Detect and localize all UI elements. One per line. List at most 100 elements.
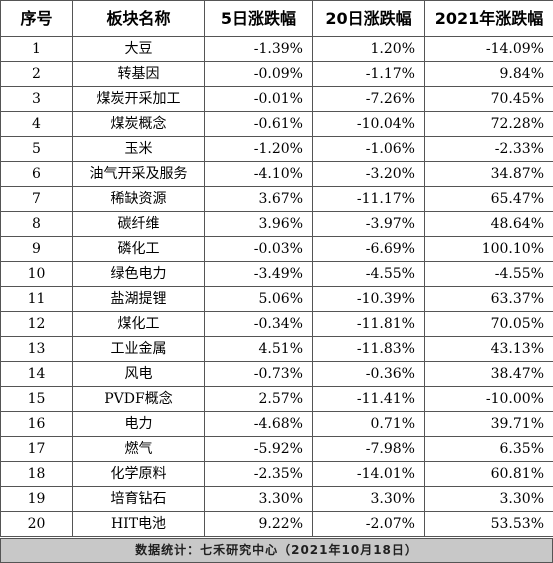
change-20day-cell: -1.17% (312, 61, 425, 87)
table-row: 5 玉米 -1.20% -1.06% -2.33% (0, 136, 553, 162)
change-20day-cell: -3.20% (312, 161, 425, 187)
change-20day-cell: -10.04% (312, 111, 425, 137)
index-cell: 1 (0, 36, 73, 62)
table-row: 8 碳纤维 3.96% -3.97% 48.64% (0, 211, 553, 237)
change-2021-cell: 70.45% (424, 86, 553, 112)
table-row: 4 煤炭概念 -0.61% -10.04% 72.28% (0, 111, 553, 137)
change-2021-cell: -10.00% (424, 386, 553, 412)
change-5day-cell: -4.10% (204, 161, 313, 187)
change-5day-cell: -0.34% (204, 311, 313, 337)
change-5day-cell: 3.30% (204, 486, 313, 512)
index-cell: 15 (0, 386, 73, 412)
change-20day-cell: -11.17% (312, 186, 425, 212)
sector-name-cell: 燃气 (72, 436, 205, 462)
change-5day-cell: 5.06% (204, 286, 313, 312)
index-cell: 2 (0, 61, 73, 87)
table-row: 9 磷化工 -0.03% -6.69% 100.10% (0, 236, 553, 262)
change-20day-cell: -10.39% (312, 286, 425, 312)
header-5day-change: 5日涨跌幅 (204, 0, 313, 37)
change-2021-cell: 63.37% (424, 286, 553, 312)
change-5day-cell: -5.92% (204, 436, 313, 462)
table-row: 17 燃气 -5.92% -7.98% 6.35% (0, 436, 553, 462)
change-2021-cell: -14.09% (424, 36, 553, 62)
change-20day-cell: -7.26% (312, 86, 425, 112)
change-5day-cell: 4.51% (204, 336, 313, 362)
change-5day-cell: -0.61% (204, 111, 313, 137)
sector-name-cell: 电力 (72, 411, 205, 437)
sector-name-cell: 化学原料 (72, 461, 205, 487)
change-5day-cell: -4.68% (204, 411, 313, 437)
table-row: 2 转基因 -0.09% -1.17% 9.84% (0, 61, 553, 87)
table-row: 20 HIT电池 9.22% -2.07% 53.53% (0, 511, 553, 537)
sector-name-cell: 绿色电力 (72, 261, 205, 287)
change-20day-cell: -0.36% (312, 361, 425, 387)
change-2021-cell: 100.10% (424, 236, 553, 262)
change-20day-cell: -14.01% (312, 461, 425, 487)
change-2021-cell: 70.05% (424, 311, 553, 337)
change-2021-cell: 72.28% (424, 111, 553, 137)
header-20day-change: 20日涨跌幅 (312, 0, 425, 37)
change-5day-cell: 2.57% (204, 386, 313, 412)
index-cell: 9 (0, 236, 73, 262)
index-cell: 8 (0, 211, 73, 237)
change-2021-cell: 60.81% (424, 461, 553, 487)
sector-name-cell: 磷化工 (72, 236, 205, 262)
sector-name-cell: 煤炭概念 (72, 111, 205, 137)
index-cell: 16 (0, 411, 73, 437)
index-cell: 12 (0, 311, 73, 337)
index-cell: 6 (0, 161, 73, 187)
change-20day-cell: -11.83% (312, 336, 425, 362)
table-body: 1 大豆 -1.39% 1.20% -14.09% 2 转基因 -0.09% -1.17% 9.8… (0, 36, 553, 537)
table-row: 6 油气开采及服务 -4.10% -3.20% 34.87% (0, 161, 553, 187)
table-row: 13 工业金属 4.51% -11.83% 43.13% (0, 336, 553, 362)
index-cell: 10 (0, 261, 73, 287)
sector-name-cell: 工业金属 (72, 336, 205, 362)
change-5day-cell: 3.96% (204, 211, 313, 237)
change-20day-cell: -11.81% (312, 311, 425, 337)
sector-name-cell: 碳纤维 (72, 211, 205, 237)
sector-name-cell: 煤炭开采加工 (72, 86, 205, 112)
table-row: 1 大豆 -1.39% 1.20% -14.09% (0, 36, 553, 62)
change-20day-cell: -11.41% (312, 386, 425, 412)
change-20day-cell: -4.55% (312, 261, 425, 287)
table-row: 15 PVDF概念 2.57% -11.41% -10.00% (0, 386, 553, 412)
change-5day-cell: -0.01% (204, 86, 313, 112)
change-20day-cell: -1.06% (312, 136, 425, 162)
table-row: 19 培育钻石 3.30% 3.30% 3.30% (0, 486, 553, 512)
change-20day-cell: 3.30% (312, 486, 425, 512)
change-2021-cell: 43.13% (424, 336, 553, 362)
change-2021-cell: 65.47% (424, 186, 553, 212)
change-5day-cell: -1.20% (204, 136, 313, 162)
index-cell: 4 (0, 111, 73, 137)
change-20day-cell: 1.20% (312, 36, 425, 62)
change-5day-cell: -0.73% (204, 361, 313, 387)
change-20day-cell: 0.71% (312, 411, 425, 437)
table-row: 18 化学原料 -2.35% -14.01% 60.81% (0, 461, 553, 487)
sector-name-cell: 油气开采及服务 (72, 161, 205, 187)
sector-name-cell: PVDF概念 (72, 386, 205, 412)
change-2021-cell: 9.84% (424, 61, 553, 87)
index-cell: 19 (0, 486, 73, 512)
change-5day-cell: 3.67% (204, 186, 313, 212)
change-2021-cell: -4.55% (424, 261, 553, 287)
sector-name-cell: 煤化工 (72, 311, 205, 337)
header-2021-change: 2021年涨跌幅 (424, 0, 553, 37)
table-row: 7 稀缺资源 3.67% -11.17% 65.47% (0, 186, 553, 212)
table-row: 16 电力 -4.68% 0.71% 39.71% (0, 411, 553, 437)
table-row: 12 煤化工 -0.34% -11.81% 70.05% (0, 311, 553, 337)
change-20day-cell: -7.98% (312, 436, 425, 462)
source-footnote: 数据统计：七禾研究中心（2021年10月18日） (0, 538, 553, 563)
index-cell: 11 (0, 286, 73, 312)
index-cell: 17 (0, 436, 73, 462)
change-5day-cell: -1.39% (204, 36, 313, 62)
sector-name-cell: 盐湖提锂 (72, 286, 205, 312)
sector-name-cell: HIT电池 (72, 511, 205, 537)
change-2021-cell: 38.47% (424, 361, 553, 387)
change-20day-cell: -2.07% (312, 511, 425, 537)
index-cell: 3 (0, 86, 73, 112)
change-2021-cell: 34.87% (424, 161, 553, 187)
change-20day-cell: -6.69% (312, 236, 425, 262)
change-20day-cell: -3.97% (312, 211, 425, 237)
sector-name-cell: 稀缺资源 (72, 186, 205, 212)
change-5day-cell: -0.09% (204, 61, 313, 87)
